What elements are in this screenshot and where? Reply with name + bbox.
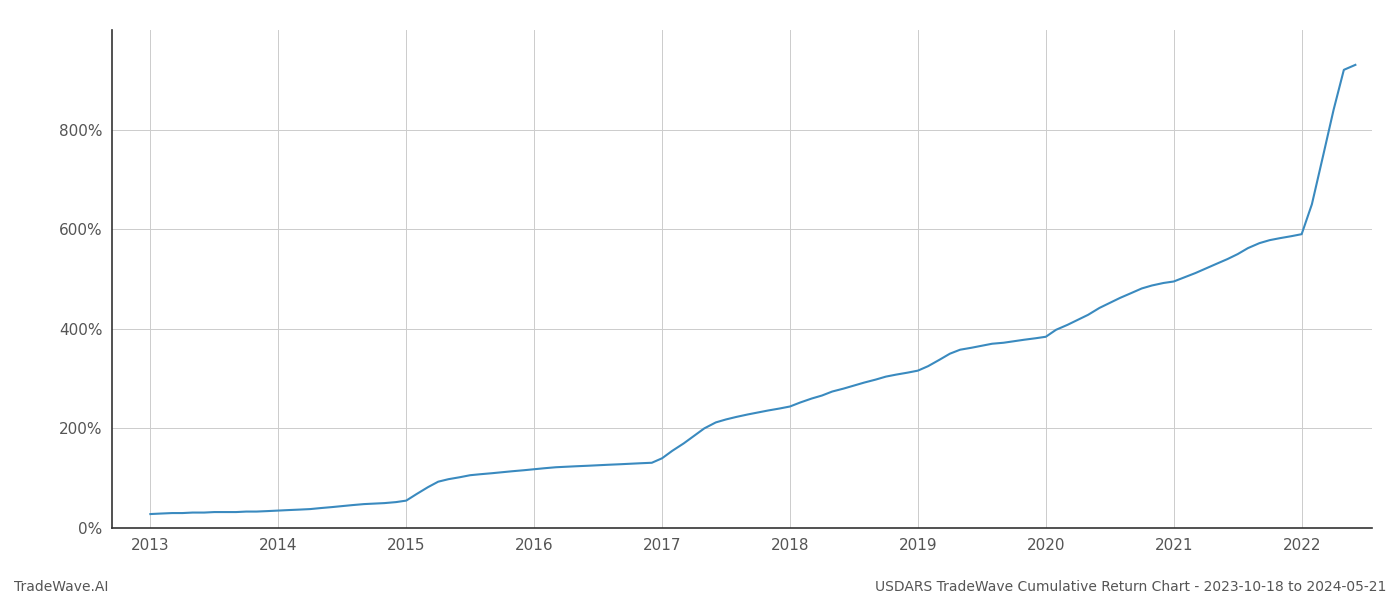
Text: TradeWave.AI: TradeWave.AI [14, 580, 108, 594]
Text: USDARS TradeWave Cumulative Return Chart - 2023-10-18 to 2024-05-21: USDARS TradeWave Cumulative Return Chart… [875, 580, 1386, 594]
